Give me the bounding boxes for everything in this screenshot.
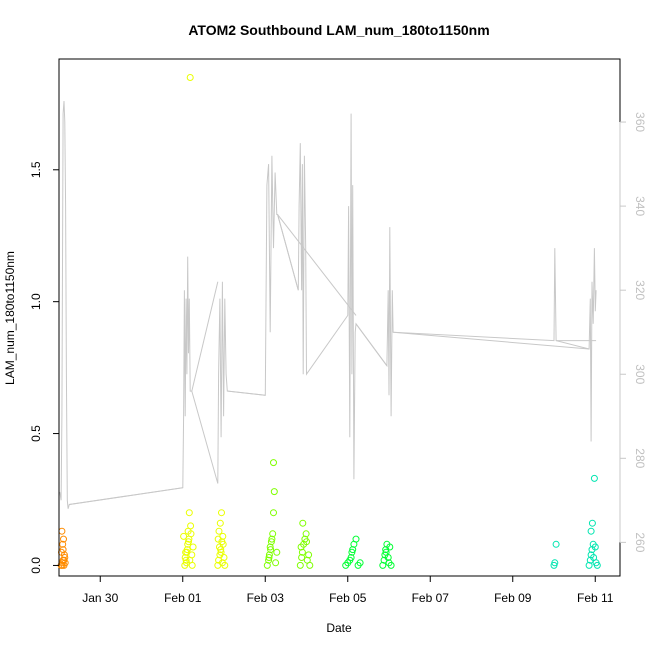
- secondary-connector: [277, 214, 357, 316]
- y-tick-label: 1.0: [29, 293, 43, 310]
- x-tick-label: Jan 30: [82, 591, 118, 605]
- data-point: [305, 551, 313, 559]
- data-point: [588, 519, 596, 527]
- data-point: [219, 540, 227, 548]
- data-point: [221, 561, 229, 569]
- x-tick-label: Feb 03: [247, 591, 285, 605]
- data-point: [182, 548, 190, 556]
- data-point: [386, 543, 394, 551]
- y2-tick-label: 300: [633, 364, 647, 384]
- data-point: [379, 561, 387, 569]
- y-axis-label: LAM_num_180to1150nm: [3, 251, 17, 385]
- x-tick-label: Feb 01: [164, 591, 202, 605]
- data-point: [297, 543, 305, 551]
- data-point: [302, 530, 310, 538]
- data-point: [187, 522, 195, 530]
- chart-title: ATOM2 Southbound LAM_num_180to1150nm: [188, 22, 489, 38]
- data-point: [263, 561, 271, 569]
- x-tick-label: Feb 07: [412, 591, 450, 605]
- secondary-connector: [277, 214, 299, 291]
- data-point: [590, 474, 598, 482]
- data-point: [585, 561, 593, 569]
- data-point: [590, 554, 598, 561]
- y2-tick-label: 260: [633, 532, 647, 552]
- x-tick-label: Feb 09: [494, 591, 532, 605]
- data-point: [551, 559, 559, 567]
- data-point: [185, 509, 193, 517]
- data-point: [349, 546, 357, 554]
- data-point: [188, 561, 196, 569]
- x-axis: Jan 30 Feb 01 Feb 03 Feb 05 Feb 07 Feb 09 Feb …: [82, 575, 614, 605]
- x-tick-label: Feb 11: [577, 591, 614, 605]
- data-point: [356, 559, 364, 567]
- data-point: [593, 561, 601, 569]
- data-point: [587, 527, 595, 535]
- data-point: [220, 554, 228, 561]
- x-axis-label: Date: [326, 621, 352, 635]
- y-axis: 0.0 0.5 1.0 1.5: [29, 161, 60, 574]
- data-point: [58, 527, 66, 535]
- data-point: [268, 535, 276, 543]
- data-point: [298, 554, 306, 561]
- data-point: [267, 546, 275, 554]
- y-tick-label: 1.5: [29, 161, 43, 178]
- plot-frame: [58, 58, 621, 577]
- data-point: [61, 559, 69, 567]
- points-layer: [57, 74, 601, 569]
- secondary-connector: [393, 331, 590, 350]
- data-point: [552, 540, 560, 548]
- data-point: [217, 548, 225, 556]
- secondary-connector: [227, 390, 266, 396]
- data-point: [273, 548, 281, 556]
- y2-axis: 260 280 300 320 340 360: [619, 112, 647, 553]
- data-point: [216, 519, 224, 527]
- data-point: [265, 556, 273, 564]
- data-point: [270, 488, 278, 496]
- data-point: [186, 74, 194, 81]
- y-tick-label: 0.5: [29, 425, 43, 442]
- x-tick-label: Feb 05: [329, 591, 367, 605]
- data-point: [347, 554, 355, 561]
- data-point: [382, 548, 390, 556]
- data-point: [269, 530, 277, 538]
- data-point: [267, 538, 275, 546]
- data-point: [266, 543, 274, 551]
- data-point: [265, 554, 273, 561]
- data-point: [189, 543, 197, 551]
- data-point: [218, 509, 225, 517]
- data-point: [306, 561, 314, 569]
- y2-tick-label: 360: [633, 112, 647, 132]
- data-point: [270, 509, 277, 517]
- y-tick-label: 0.0: [29, 557, 43, 574]
- data-point: [591, 543, 599, 551]
- secondary-connector: [69, 487, 183, 506]
- y2-tick-label: 320: [633, 280, 647, 300]
- data-point: [185, 538, 192, 546]
- y2-tick-label: 340: [633, 196, 647, 216]
- secondary-series-line: [59, 100, 597, 509]
- secondary-connector: [355, 323, 388, 367]
- data-point: [60, 535, 67, 543]
- secondary-connector: [191, 281, 219, 392]
- data-point: [352, 535, 360, 543]
- data-point: [296, 561, 304, 569]
- data-point: [59, 540, 67, 548]
- y2-tick-label: 280: [633, 448, 647, 468]
- data-point: [387, 561, 395, 569]
- data-point: [180, 532, 188, 540]
- data-point: [299, 519, 307, 527]
- secondary-line-layer: [59, 100, 597, 509]
- data-point: [265, 551, 273, 559]
- data-point: [270, 459, 277, 467]
- data-point: [214, 535, 222, 543]
- data-point: [59, 546, 67, 554]
- data-point: [215, 527, 223, 535]
- data-point: [272, 559, 280, 567]
- data-point: [303, 538, 310, 546]
